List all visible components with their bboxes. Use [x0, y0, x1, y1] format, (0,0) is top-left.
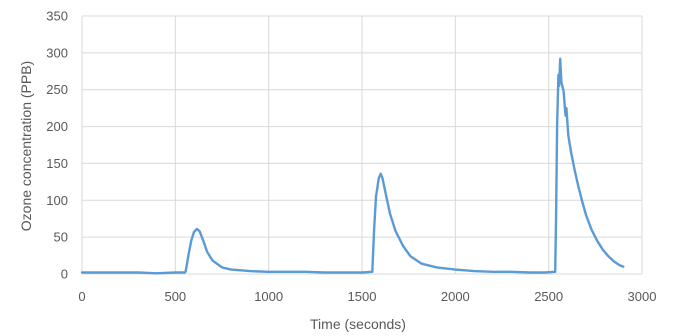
x-tick-label: 500	[164, 289, 186, 304]
series-layer	[80, 57, 625, 275]
x-tick-label: 2000	[441, 289, 470, 304]
ozone-series-line	[80, 57, 625, 275]
x-tick-label: 0	[78, 289, 85, 304]
y-tick-label: 100	[46, 193, 68, 208]
y-tick-label: 300	[46, 45, 68, 60]
y-tick-label: 50	[54, 230, 68, 245]
x-axis-title: Time (seconds)	[310, 316, 406, 332]
y-axis-title: Ozone concentration (PPB)	[18, 61, 34, 231]
y-tick-label: 250	[46, 82, 68, 97]
x-tick-label: 1000	[254, 289, 283, 304]
x-tick-label: 2500	[534, 289, 563, 304]
y-tick-label: 200	[46, 119, 68, 134]
y-tick-label: 350	[46, 9, 68, 24]
grid	[81, 15, 643, 275]
y-tick-label: 150	[46, 156, 68, 171]
y-tick-label: 0	[61, 267, 68, 282]
x-tick-label: 3000	[628, 289, 657, 304]
x-axis-ticks: 0 500 1000 1500 2000 2500 3000	[78, 289, 656, 304]
x-tick-label: 1500	[348, 289, 377, 304]
y-axis-ticks: 0 50 100 150 200 250 300 350	[46, 9, 68, 282]
